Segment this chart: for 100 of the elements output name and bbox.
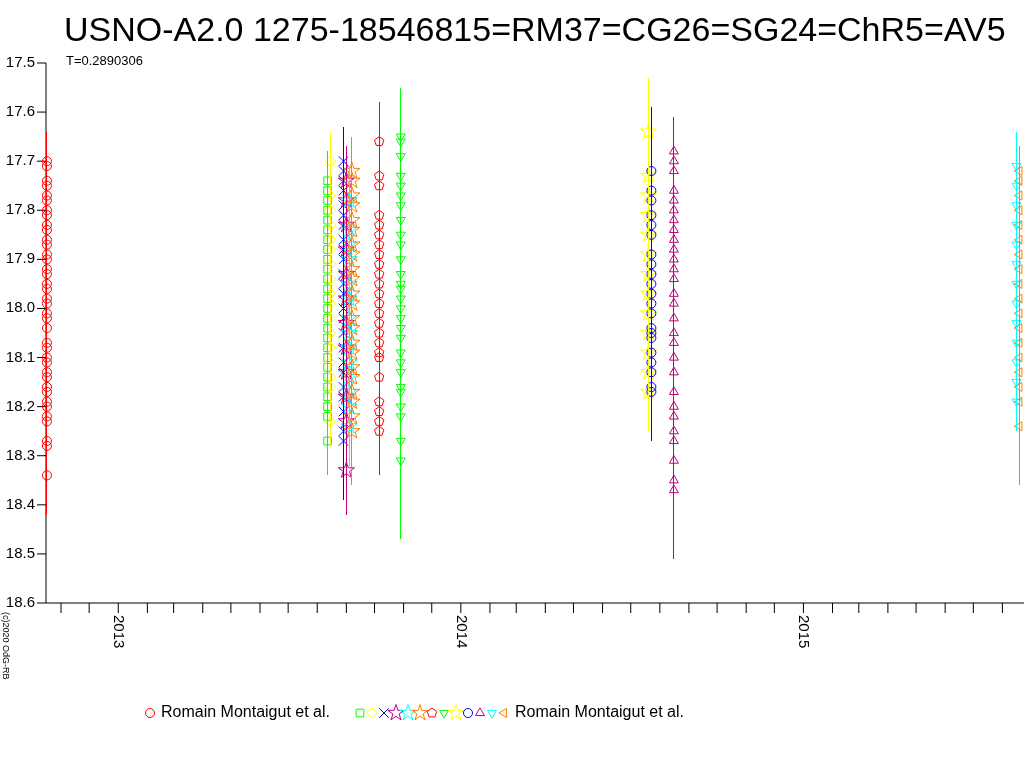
point [1013, 166, 1023, 176]
point [668, 454, 679, 464]
point [668, 204, 679, 214]
point [395, 202, 406, 212]
point [324, 273, 337, 285]
x-tick-label: 2014 [453, 615, 471, 649]
point [41, 396, 52, 407]
point [323, 274, 332, 284]
point [1013, 352, 1023, 363]
point [323, 255, 332, 264]
point [639, 186, 658, 203]
point [668, 351, 679, 361]
point [338, 435, 349, 447]
point [668, 337, 679, 346]
point [395, 437, 406, 447]
point [324, 327, 337, 339]
point [395, 315, 406, 324]
point [340, 397, 358, 415]
point [395, 280, 406, 290]
point [324, 233, 337, 246]
point [1013, 234, 1023, 245]
point [373, 209, 385, 220]
point [323, 264, 332, 274]
point [1011, 320, 1022, 329]
point [668, 435, 679, 445]
point [395, 349, 406, 359]
point [323, 294, 332, 303]
point [668, 474, 679, 484]
point [324, 204, 337, 217]
point [395, 413, 406, 423]
point [373, 415, 385, 426]
y-tick-label: 18.5 [5, 543, 35, 561]
point [343, 245, 361, 262]
point [373, 352, 385, 363]
point [668, 263, 679, 273]
point [639, 265, 658, 282]
point [343, 270, 361, 287]
point [1011, 182, 1022, 192]
point [373, 307, 385, 318]
point [668, 243, 679, 253]
point [337, 461, 355, 478]
point [41, 357, 52, 368]
legend-label: Romain Montaigut et al. [161, 703, 330, 721]
point [343, 196, 361, 213]
point [324, 155, 337, 168]
y-tick-label: 18.4 [5, 494, 35, 512]
point [343, 358, 361, 375]
point [41, 436, 52, 446]
point [1013, 323, 1023, 334]
point [323, 402, 332, 411]
point [41, 313, 52, 324]
point [1013, 382, 1023, 392]
point [668, 194, 679, 204]
point [324, 219, 337, 231]
point [668, 288, 679, 297]
point [373, 298, 385, 309]
point [323, 215, 332, 225]
point [373, 258, 385, 269]
point [337, 171, 355, 189]
point [41, 254, 52, 265]
point [41, 205, 52, 216]
point [373, 347, 385, 358]
point [323, 176, 332, 186]
chart-title: USNO-A2.0 1275-18546815=RM37=CG26=SG24=ChR5=AV5 [64, 10, 1006, 48]
point [323, 304, 332, 313]
point [41, 220, 52, 230]
point [324, 287, 337, 300]
point [41, 440, 52, 451]
point [324, 297, 337, 310]
point [343, 422, 361, 439]
point [41, 264, 52, 275]
point [395, 334, 406, 344]
point [338, 165, 349, 177]
point [395, 192, 406, 202]
point [324, 312, 337, 325]
point [337, 412, 355, 429]
point [41, 293, 52, 304]
point [338, 155, 349, 167]
y-tick-label: 18.2 [5, 396, 35, 414]
point [395, 457, 406, 467]
text: (c)2020 OdG-RB [0, 612, 11, 680]
point [41, 401, 52, 412]
point [395, 153, 406, 162]
point [41, 411, 52, 422]
point [668, 145, 679, 155]
point [323, 363, 332, 372]
point [373, 268, 385, 279]
point [41, 175, 52, 186]
chart-subtitle: T=0.2890306 [66, 53, 143, 68]
point [323, 372, 332, 382]
point [343, 407, 361, 424]
x-tick-label: 2013 [111, 615, 129, 649]
point [668, 484, 679, 494]
point [340, 324, 358, 341]
point [337, 240, 355, 257]
point [668, 312, 679, 322]
point [373, 136, 385, 147]
point [639, 284, 658, 302]
point [323, 333, 332, 343]
point [639, 166, 658, 184]
